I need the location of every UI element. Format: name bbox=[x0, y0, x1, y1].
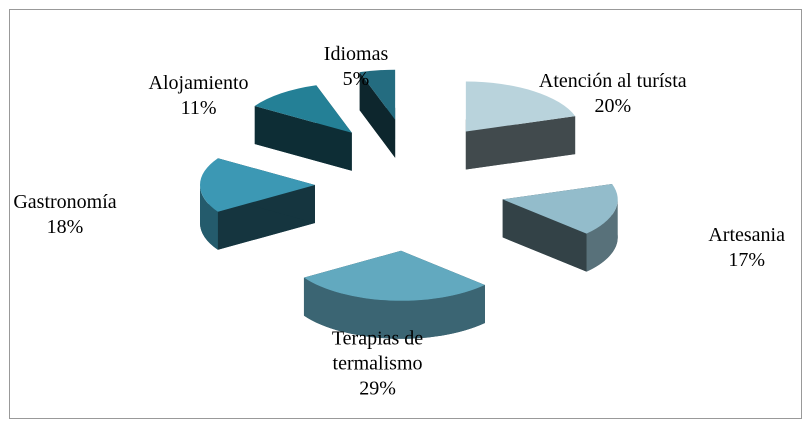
slice-top bbox=[303, 250, 485, 301]
value-label: 11% bbox=[180, 97, 217, 120]
slice-label: Atención al turísta 20% bbox=[538, 69, 688, 119]
value-label: 5% bbox=[342, 67, 370, 90]
slice-side bbox=[359, 72, 396, 158]
slice-wall bbox=[303, 277, 485, 339]
category-name: Atención al turísta bbox=[538, 69, 687, 92]
slice-top bbox=[359, 69, 396, 120]
slice-top bbox=[254, 85, 352, 133]
slice-label: Terapias de termalismo 29% bbox=[303, 327, 453, 402]
pie-slice bbox=[303, 250, 485, 339]
value-label: 20% bbox=[594, 94, 632, 117]
category-name: Gastronomía bbox=[13, 191, 117, 213]
slice-wall bbox=[586, 199, 618, 272]
slice-label: Artesania 17% bbox=[672, 223, 811, 273]
slice-top bbox=[199, 158, 315, 212]
slice-side bbox=[502, 199, 587, 272]
slice-label: Idiomas 5% bbox=[281, 42, 431, 92]
slice-label: Alojamiento 11% bbox=[124, 71, 274, 121]
category-name: Terapias de termalismo bbox=[331, 327, 424, 375]
chart-frame bbox=[9, 9, 802, 419]
value-label: 18% bbox=[46, 216, 84, 238]
category-name: Idiomas bbox=[323, 42, 389, 65]
slice-side bbox=[254, 105, 352, 171]
slice-top bbox=[502, 183, 618, 234]
pie-slice bbox=[502, 183, 618, 272]
category-name: Artesania bbox=[708, 223, 785, 246]
pie-slice bbox=[199, 158, 315, 250]
pie-slice bbox=[359, 69, 396, 158]
value-label: 29% bbox=[359, 377, 396, 400]
slice-top bbox=[465, 81, 576, 132]
slice-wall bbox=[200, 185, 218, 250]
slice-label: Gastronomía 18% bbox=[0, 190, 140, 240]
pie-slice bbox=[254, 85, 352, 171]
slice-side bbox=[465, 116, 576, 170]
category-name: Alojamiento bbox=[148, 72, 249, 95]
value-label: 17% bbox=[728, 248, 766, 271]
pie-slice bbox=[465, 81, 576, 170]
